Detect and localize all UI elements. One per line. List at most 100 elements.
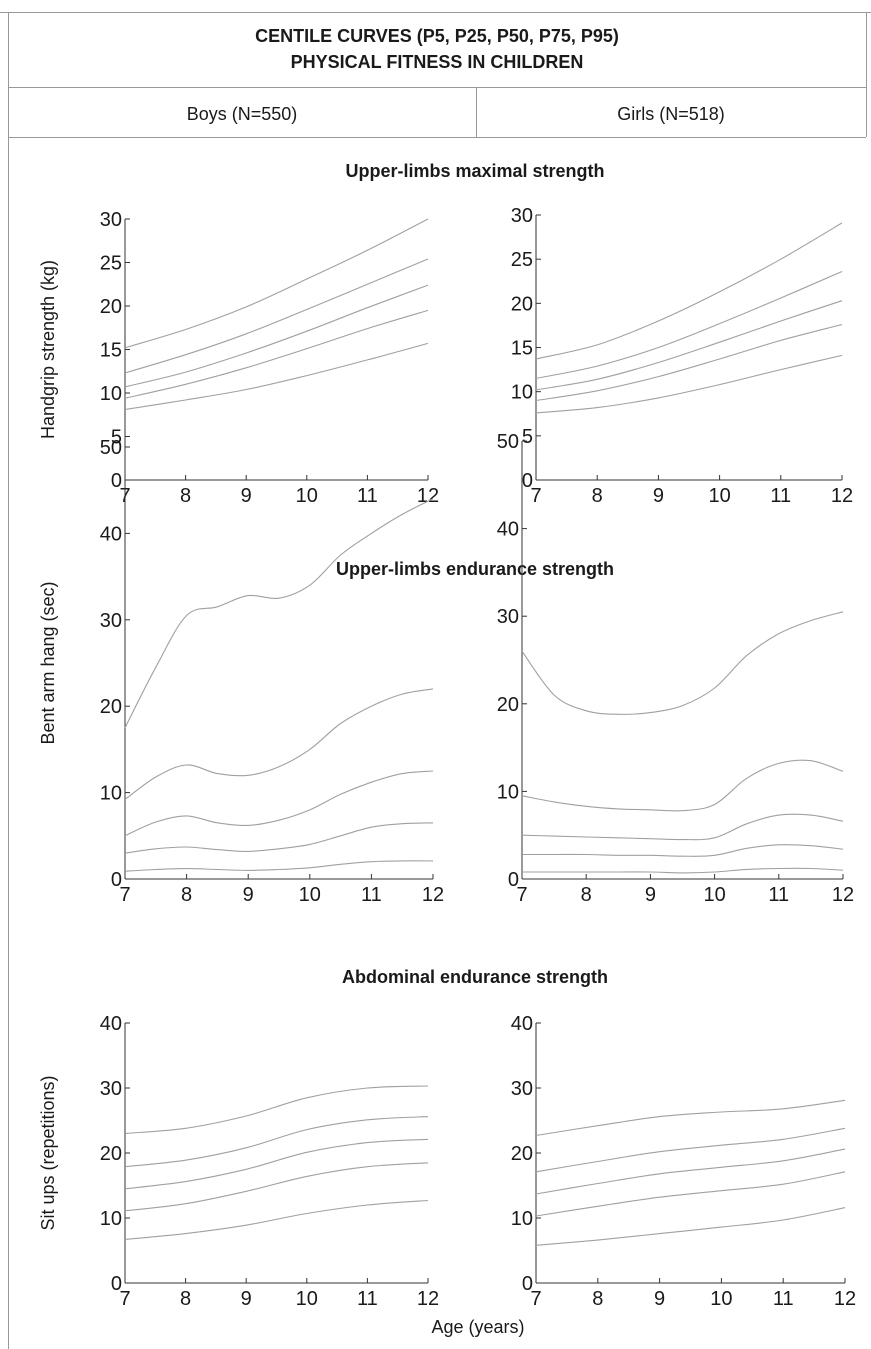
panel-1-x-tick-label: 11 [357,485,378,507]
panel-3-y-tick-label: 40 [100,523,122,545]
panel-3-x-tick-label: 9 [243,884,254,906]
panel-4-x-tick-label: 9 [645,884,656,906]
panel-2-x-tick-label: 12 [831,485,853,507]
panel-1-x-tick-label: 12 [417,485,439,507]
panel-3-y-tick-label: 30 [100,610,122,632]
panel-1-y-tick-label: 20 [100,296,122,318]
panel-6-x-tick-label: 12 [834,1288,856,1310]
panel-2-centile-curve-1 [535,222,843,360]
panel-5-y-tick-label: 0 [111,1273,122,1295]
panel-2-y-tick-label: 5 [522,426,533,448]
figure-title: CENTILE CURVES (P5, P25, P50, P75, P95) [255,26,619,46]
panel-2-x-tick-label: 9 [653,485,664,507]
group-divider [8,137,866,138]
panel-6-y-tick-label: 40 [511,1013,533,1035]
panel-5-y-tick-label: 10 [100,1208,122,1230]
panel-1-centile-curve-4 [124,309,429,399]
panel-2-centile-curve-3 [535,300,843,391]
panel-1-y-tick-label: 30 [100,209,122,231]
panel-4-centile-curve-3 [521,813,844,841]
panel-5-centile-curve-3 [124,1138,429,1190]
group-label-girls: Girls (N=518) [617,104,725,124]
panel-6-x-tick-label: 10 [710,1288,732,1310]
panel-5-centile-curve-1 [124,1085,429,1135]
panel-4-centile-curve-2 [521,759,844,812]
panel-4-y-tick-label: 10 [497,781,519,803]
panel-6-y-tick-label: 20 [511,1143,533,1165]
panel-3-x-tick-label: 11 [361,884,382,906]
panel-3-centile-curve-5 [124,860,434,872]
panel-5-x-tick-label: 8 [180,1288,191,1310]
frame-right-border [866,12,867,137]
panel-2-y-tick-label: 20 [511,293,533,315]
panel-5-centile-curve-4 [124,1162,429,1212]
panel-3-y-tick-label: 0 [111,869,122,891]
panel-6-y-tick-label: 10 [511,1208,533,1230]
panel-3-y-tick-label: 50 [100,437,122,459]
panel-3-centile-curve-4 [124,822,434,854]
panel-4-centile-curve-4 [522,844,844,857]
panel-3-x-tick-label: 10 [299,884,321,906]
panel-3-y-tick-label: 10 [100,783,122,805]
panel-1-centile-curve-2 [124,258,429,374]
panel-6-x-tick-label: 7 [530,1288,541,1310]
panel-3-x-tick-label: 7 [119,884,130,906]
panel-1-y-tick-label: 10 [100,383,122,405]
panel-4-x-tick-label: 10 [703,884,725,906]
panel-2-x-tick-label: 10 [708,485,730,507]
panel-1-y-tick-label: 25 [100,253,122,275]
panel-4-y-tick-label: 0 [508,869,519,891]
panel-3-centile-curve-2 [124,688,434,800]
panel-1-x-tick-label: 8 [180,485,191,507]
panel-4-y-tick-label: 50 [497,431,519,453]
panel-4-centile-curve-5 [522,867,844,874]
panel-6-centile-curve-1 [535,1099,846,1137]
panel-2-x-tick-label: 8 [592,485,603,507]
panel-5-y-tick-label: 30 [100,1078,122,1100]
panel-5-x-tick-label: 10 [296,1288,318,1310]
section-title-2: Abdominal endurance strength [342,967,608,987]
panel-2-y-tick-label: 0 [522,470,533,492]
panel-6-x-tick-label: 8 [592,1288,603,1310]
panel-3-x-tick-label: 8 [181,884,192,906]
panel-5-y-axis-label: Sit ups (repetitions) [38,1075,58,1230]
panel-5-x-tick-label: 12 [417,1288,439,1310]
panel-1-centile-curve-5 [124,342,429,411]
panel-1-y-tick-label: 15 [100,340,122,362]
panel-6-centile-curve-2 [535,1127,846,1173]
panel-6-y-tick-label: 30 [511,1078,533,1100]
group-label-boys: Boys (N=550) [186,104,298,124]
panel-5-x-tick-label: 7 [119,1288,130,1310]
panel-6-centile-curve-4 [535,1171,846,1217]
panel-6-y-tick-label: 0 [522,1273,533,1295]
figure-subtitle: PHYSICAL FITNESS IN CHILDREN [290,52,584,72]
panel-4-x-tick-label: 7 [516,884,527,906]
panel-1-x-tick-label: 10 [296,485,318,507]
panel-2-x-tick-label: 7 [530,485,541,507]
panel-1-y-tick-label: 5 [111,427,122,449]
panel-2-y-tick-label: 10 [511,382,533,404]
panel-5-y-tick-label: 20 [100,1143,122,1165]
header-divider [8,87,866,88]
panel-4-x-tick-label: 8 [581,884,592,906]
panel-3-centile-curve-1 [124,498,434,729]
header-frame [0,12,871,138]
panel-1-centile-curve-3 [124,284,429,388]
panel-3-y-axis-label: Bent arm hang (sec) [38,581,58,744]
section-title-1: Upper-limbs endurance strength [336,559,614,579]
panel-1-y-axis-label: Handgrip strength (kg) [38,260,58,439]
panel-6-x-tick-label: 9 [654,1288,665,1310]
panel-4-centile-curve-1 [521,611,844,715]
panel-2-centile-curve-2 [535,270,843,379]
panel-3-centile-curve-3 [124,770,434,837]
panel-2-y-tick-label: 25 [511,249,533,271]
panel-2-y-tick-label: 30 [511,205,533,227]
panel-4-y-tick-label: 40 [497,519,519,541]
panel-1-y-tick-label: 0 [111,470,122,492]
panel-5-y-tick-label: 40 [100,1013,122,1035]
panel-5-centile-curve-2 [124,1116,429,1168]
panel-1-x-tick-label: 9 [241,485,252,507]
panel-2-centile-curve-4 [535,323,843,402]
